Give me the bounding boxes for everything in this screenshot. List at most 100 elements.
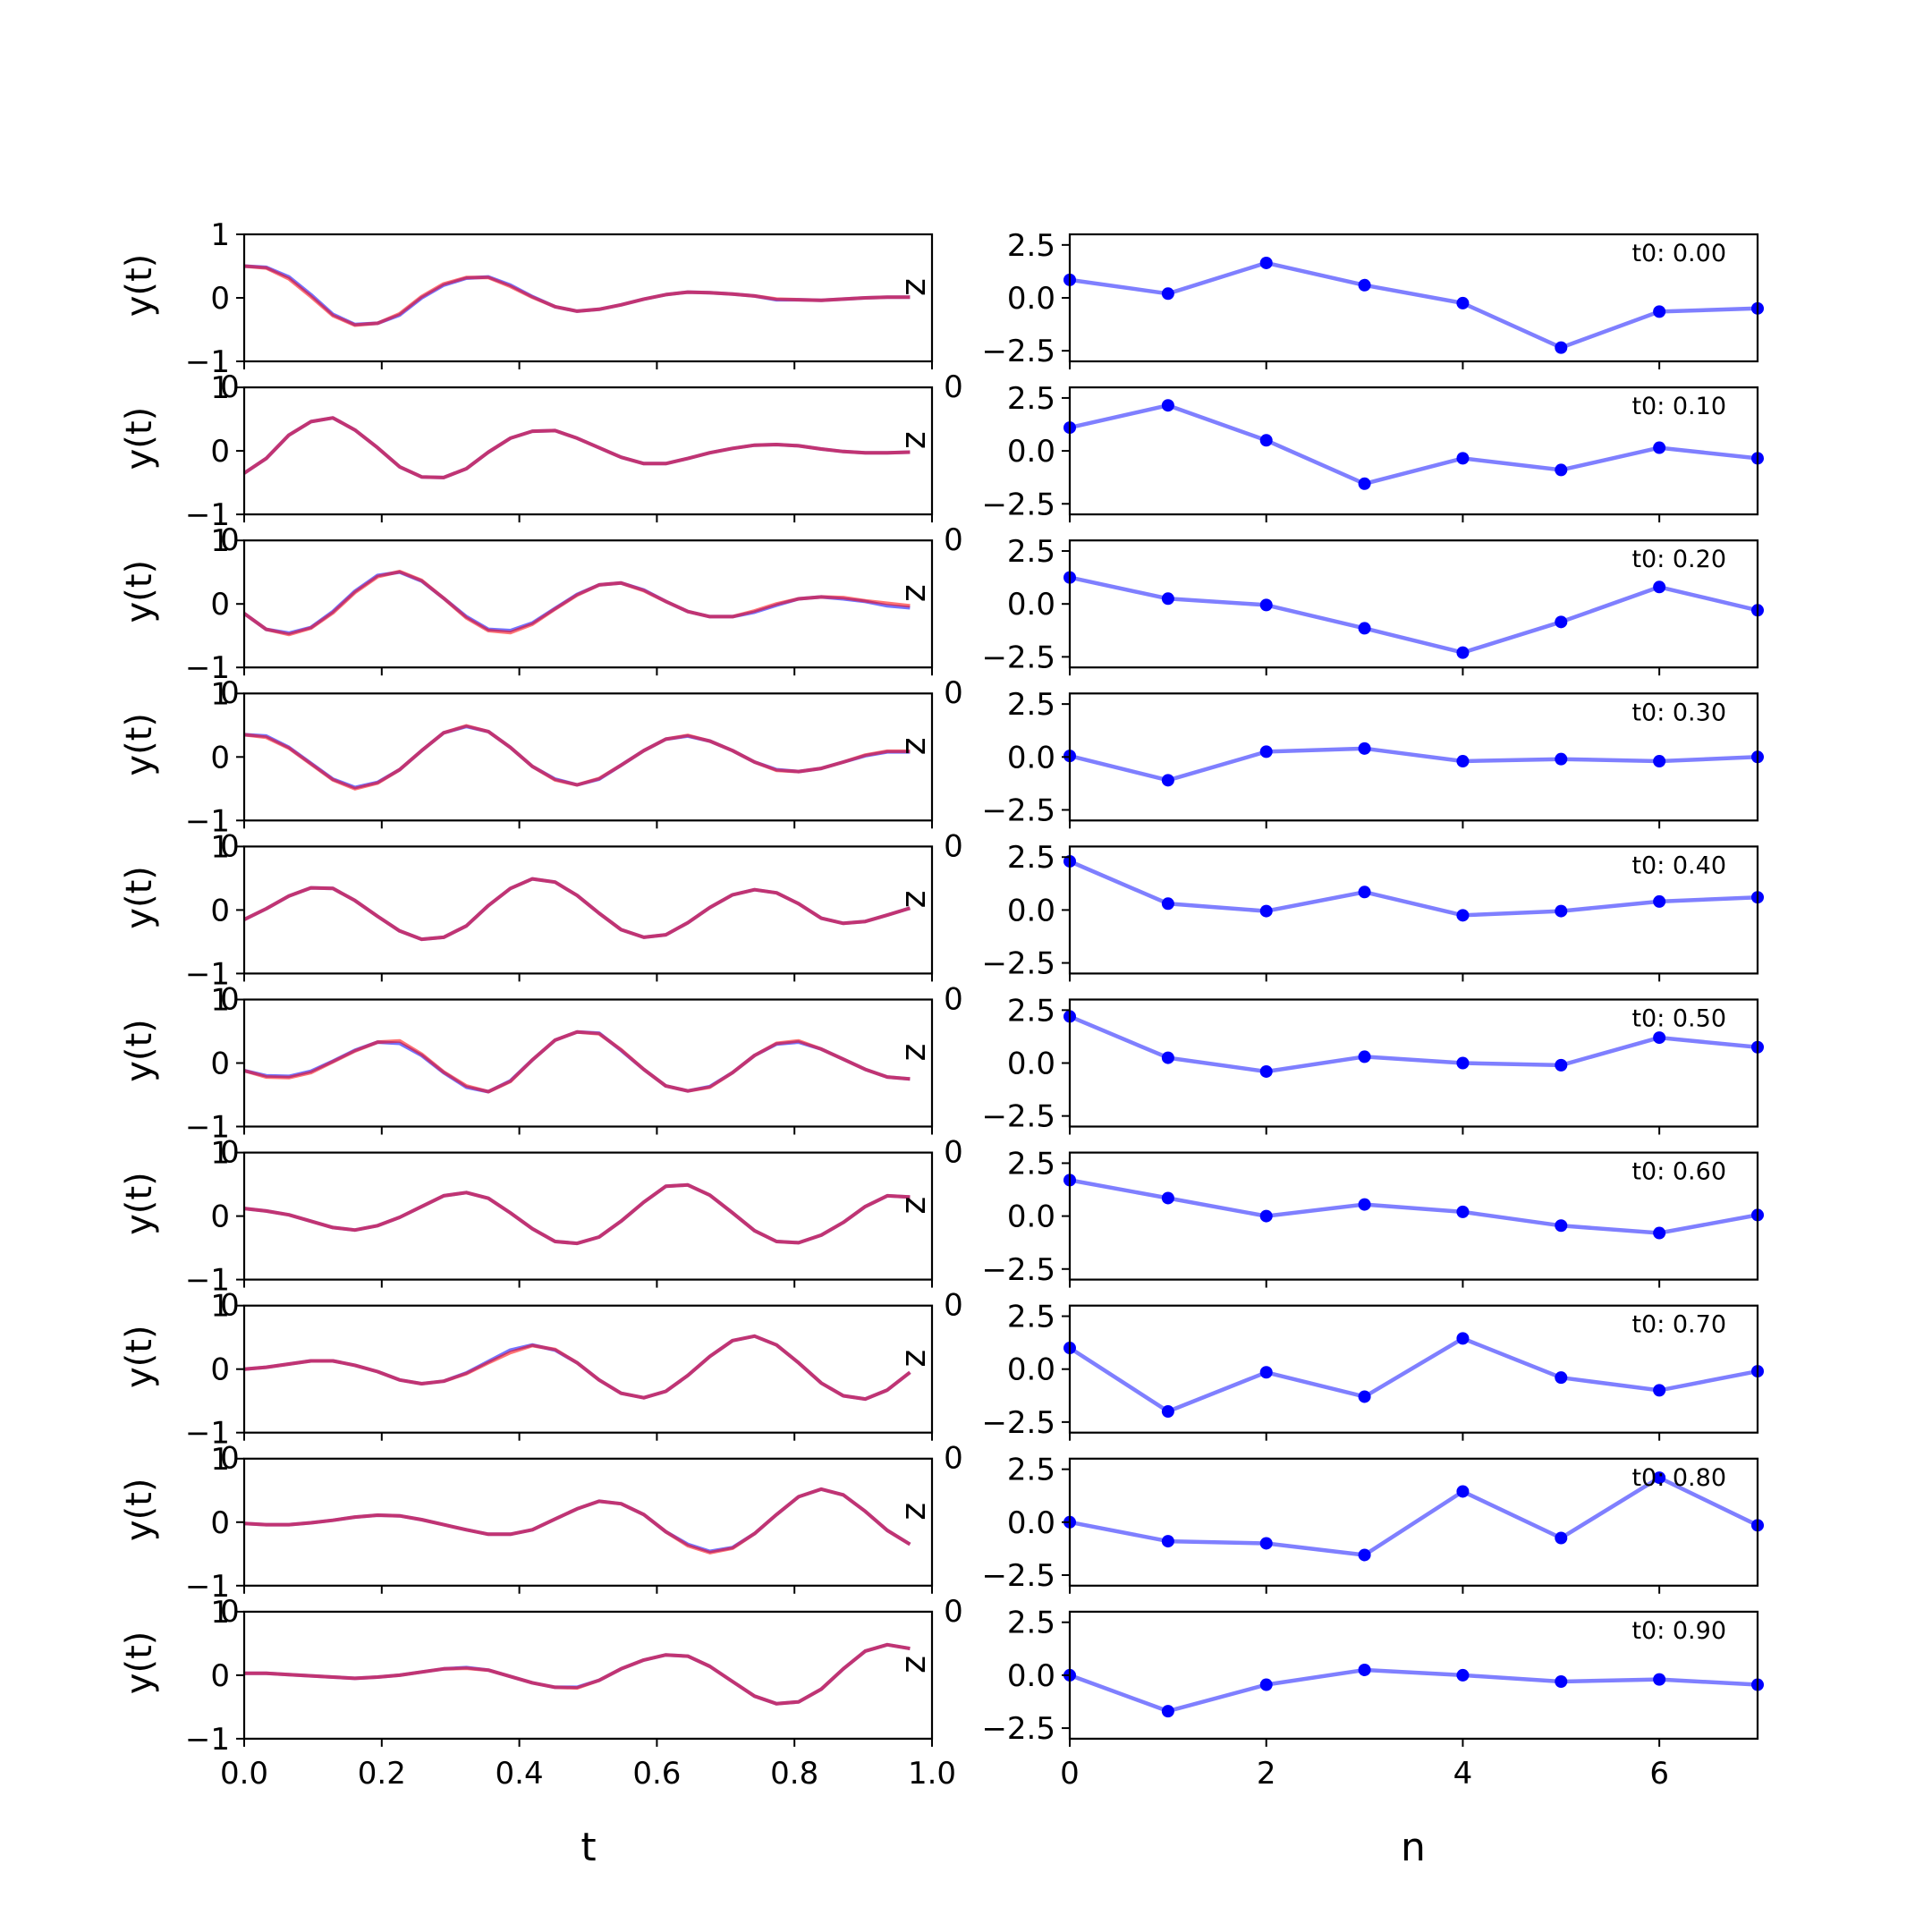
right-y-tick-label: 2.5	[1007, 1606, 1055, 1641]
right-series-point	[1456, 755, 1470, 768]
right-x-tick-overlap-label: 0	[944, 522, 963, 558]
time-offset-annotation: t0: 0.50	[1631, 1005, 1726, 1033]
right-series-point	[1259, 904, 1273, 918]
right-series-line-8	[1069, 1475, 1758, 1557]
right-y-tick-label: 0.0	[1007, 740, 1055, 775]
right-series-point	[1456, 296, 1470, 309]
time-offset-annotation: t0: 0.30	[1631, 699, 1726, 726]
right-y-axis-label-overlap: z	[894, 1350, 933, 1368]
left-y-axis-label: y(t)	[119, 1479, 160, 1542]
left-y-tick-label: 0	[210, 1046, 230, 1082]
left-subplot-8: 10−10y(t) z0	[119, 1442, 963, 1630]
left-y-tick-label: 0	[210, 1658, 230, 1694]
left-y-tick-label: −1	[185, 1110, 230, 1146]
right-series-point	[1259, 434, 1273, 447]
right-x-tick-overlap-label: 0	[944, 675, 963, 711]
right-y-axis-label-overlap: z	[894, 278, 933, 296]
right-series-line-6	[1069, 1178, 1758, 1235]
right-series-point	[1456, 452, 1470, 465]
left-y-axis-label: y(t)	[119, 866, 160, 929]
right-series-point	[1259, 1209, 1273, 1223]
right-subplot-6: 2.5 0.0 −2.5 t0: 0.60	[981, 1146, 1764, 1288]
right-series-line-4	[1069, 859, 1758, 918]
right-series-point	[1653, 894, 1666, 908]
left-y-tick-label: 1	[210, 217, 230, 253]
right-series-line-1	[1069, 402, 1758, 487]
right-series-point	[1259, 1064, 1273, 1078]
right-series-point	[1456, 1205, 1470, 1218]
left-y-tick-label: 1	[210, 1595, 230, 1631]
time-offset-annotation: t0: 0.20	[1631, 546, 1726, 573]
right-series-point	[1259, 1366, 1273, 1379]
left-y-axis-label: y(t)	[119, 1019, 160, 1082]
right-subplot-9: 2.5 0.0 −2.50 2 4 6 t0: 0.90	[981, 1606, 1764, 1792]
left-subplot-7: 10−10y(t) z0	[119, 1289, 963, 1477]
left-y-tick-label: −1	[185, 956, 230, 992]
right-series-point	[1259, 1678, 1273, 1691]
left-x-tick-overlap-label: 0	[220, 369, 240, 405]
right-series-point	[1653, 305, 1666, 318]
right-y-tick-label: −2.5	[981, 1099, 1055, 1135]
left-x-tick-overlap-label: 0	[220, 981, 240, 1017]
left-series-line-7-1	[243, 1334, 911, 1402]
right-y-tick-label: −2.5	[981, 334, 1055, 369]
right-subplot-1: 2.5 0.0 −2.5 t0: 0.10	[981, 381, 1764, 522]
time-offset-annotation: t0: 0.10	[1631, 393, 1726, 420]
right-x-tick-overlap-label: 0	[944, 828, 963, 864]
left-y-tick-label: 0	[210, 587, 230, 623]
right-series-point	[1161, 1405, 1174, 1419]
right-y-tick-label: 0.0	[1007, 893, 1055, 928]
left-y-tick-label: −1	[185, 1569, 230, 1605]
right-series-point	[1358, 1198, 1371, 1211]
left-y-tick-label: −1	[185, 1263, 230, 1299]
right-series-point	[1555, 1058, 1568, 1072]
right-y-axis-label-overlap: z	[894, 1503, 933, 1521]
right-y-tick-label: 0.0	[1007, 1352, 1055, 1388]
left-series-line-0-1	[243, 264, 911, 327]
right-series-point	[1653, 1031, 1666, 1045]
right-series-point	[1358, 477, 1371, 490]
right-x-tick-label: 6	[1649, 1756, 1669, 1792]
right-series-point	[1259, 1537, 1273, 1550]
left-subplot-1: 10−10y(t) z0	[119, 370, 963, 558]
right-x-tick-label: 4	[1453, 1756, 1473, 1792]
right-series-point	[1358, 741, 1371, 755]
right-series-point	[1161, 287, 1174, 301]
left-x-tick-overlap-label: 0	[220, 675, 240, 711]
left-series-line-1-1	[242, 416, 911, 479]
left-y-tick-label: 1	[210, 1289, 230, 1325]
right-y-tick-label: −2.5	[981, 1405, 1055, 1441]
left-y-tick-label: 0	[210, 1505, 230, 1541]
left-y-tick-label: −1	[185, 650, 230, 686]
right-y-axis-label-overlap: z	[894, 1656, 933, 1674]
right-subplot-5: 2.5 0.0 −2.5 t0: 0.50	[981, 993, 1764, 1135]
right-y-tick-label: −2.5	[981, 487, 1055, 522]
right-series-point	[1259, 745, 1273, 758]
left-x-tick-label: 0.4	[496, 1756, 544, 1792]
right-series-line-5	[1069, 1014, 1758, 1074]
right-series-line-2	[1069, 575, 1758, 655]
left-y-tick-label: 1	[210, 829, 230, 865]
left-subplot-5: 10−10y(t) z0	[119, 983, 963, 1171]
left-y-tick-label: −1	[185, 803, 230, 839]
right-x-tick-overlap-label: 0	[944, 1135, 963, 1171]
right-y-tick-label: 2.5	[1007, 993, 1055, 1029]
right-y-tick-label: −2.5	[981, 1558, 1055, 1594]
right-y-tick-label: 2.5	[1007, 1300, 1055, 1335]
right-x-tick-overlap-label: 0	[944, 981, 963, 1017]
right-y-tick-label: 2.5	[1007, 381, 1055, 417]
left-y-tick-label: 1	[210, 370, 230, 406]
left-x-tick-overlap-label: 0	[220, 1594, 240, 1630]
left-y-tick-label: 1	[210, 676, 230, 712]
right-series-point	[1456, 1668, 1470, 1682]
time-offset-annotation: t0: 0.60	[1631, 1158, 1726, 1186]
left-series-line-2-1	[242, 570, 911, 637]
left-subplot-2: 10−10y(t) z0	[119, 523, 963, 711]
right-subplot-2: 2.5 0.0 −2.5 t0: 0.20	[981, 534, 1764, 675]
right-subplot-8: 2.5 0.0 −2.5 t0: 0.80	[981, 1453, 1764, 1594]
left-y-tick-label: 0	[210, 1199, 230, 1235]
right-series-point	[1555, 1675, 1568, 1688]
right-y-tick-label: 2.5	[1007, 840, 1055, 876]
left-y-tick-label: 0	[210, 281, 230, 317]
